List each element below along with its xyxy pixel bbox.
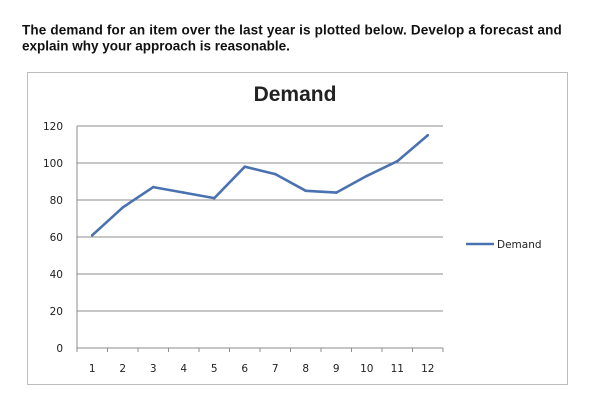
y-tick-label: 20 <box>50 306 63 318</box>
data-point <box>334 191 338 194</box>
x-tick-label: 3 <box>150 363 157 375</box>
chart-frame <box>27 72 568 385</box>
y-tick-label: 60 <box>50 232 63 244</box>
y-tick-label: 80 <box>50 195 63 207</box>
x-tick-label: 7 <box>272 363 279 375</box>
x-tick-label: 5 <box>211 363 218 375</box>
x-tick-label: 6 <box>241 363 248 375</box>
data-point <box>121 206 125 209</box>
question-text: The demand for an item over the last yea… <box>22 22 577 54</box>
x-tick-label: 1 <box>89 363 96 375</box>
question-line-1: The demand for an item over the last yea… <box>22 22 562 38</box>
y-tick-label: 120 <box>43 121 63 133</box>
data-point <box>212 196 216 200</box>
y-tick-label: 100 <box>43 158 63 170</box>
y-tick-label: 40 <box>50 269 63 281</box>
data-point <box>395 159 399 163</box>
data-point <box>243 165 247 168</box>
y-tick-label: 0 <box>56 343 63 355</box>
data-point <box>273 172 277 176</box>
data-point <box>151 185 155 189</box>
data-point <box>182 191 186 194</box>
x-tick-label: 11 <box>391 363 404 375</box>
x-tick-label: 12 <box>421 363 434 375</box>
question-line-2: explain why your approach is reasonable. <box>22 37 290 54</box>
x-tick-label: 8 <box>302 363 309 375</box>
legend-label-demand: Demand <box>497 239 542 251</box>
x-tick-label: 9 <box>333 363 340 375</box>
x-tick-label: 10 <box>360 363 373 375</box>
series-line-demand <box>91 134 430 237</box>
x-tick-label: 2 <box>119 363 126 375</box>
data-point <box>365 174 369 178</box>
data-point <box>426 133 430 137</box>
data-point <box>304 189 308 193</box>
chart-title: Demand <box>254 83 337 106</box>
x-tick-label: 4 <box>180 363 187 375</box>
data-point <box>90 233 94 237</box>
